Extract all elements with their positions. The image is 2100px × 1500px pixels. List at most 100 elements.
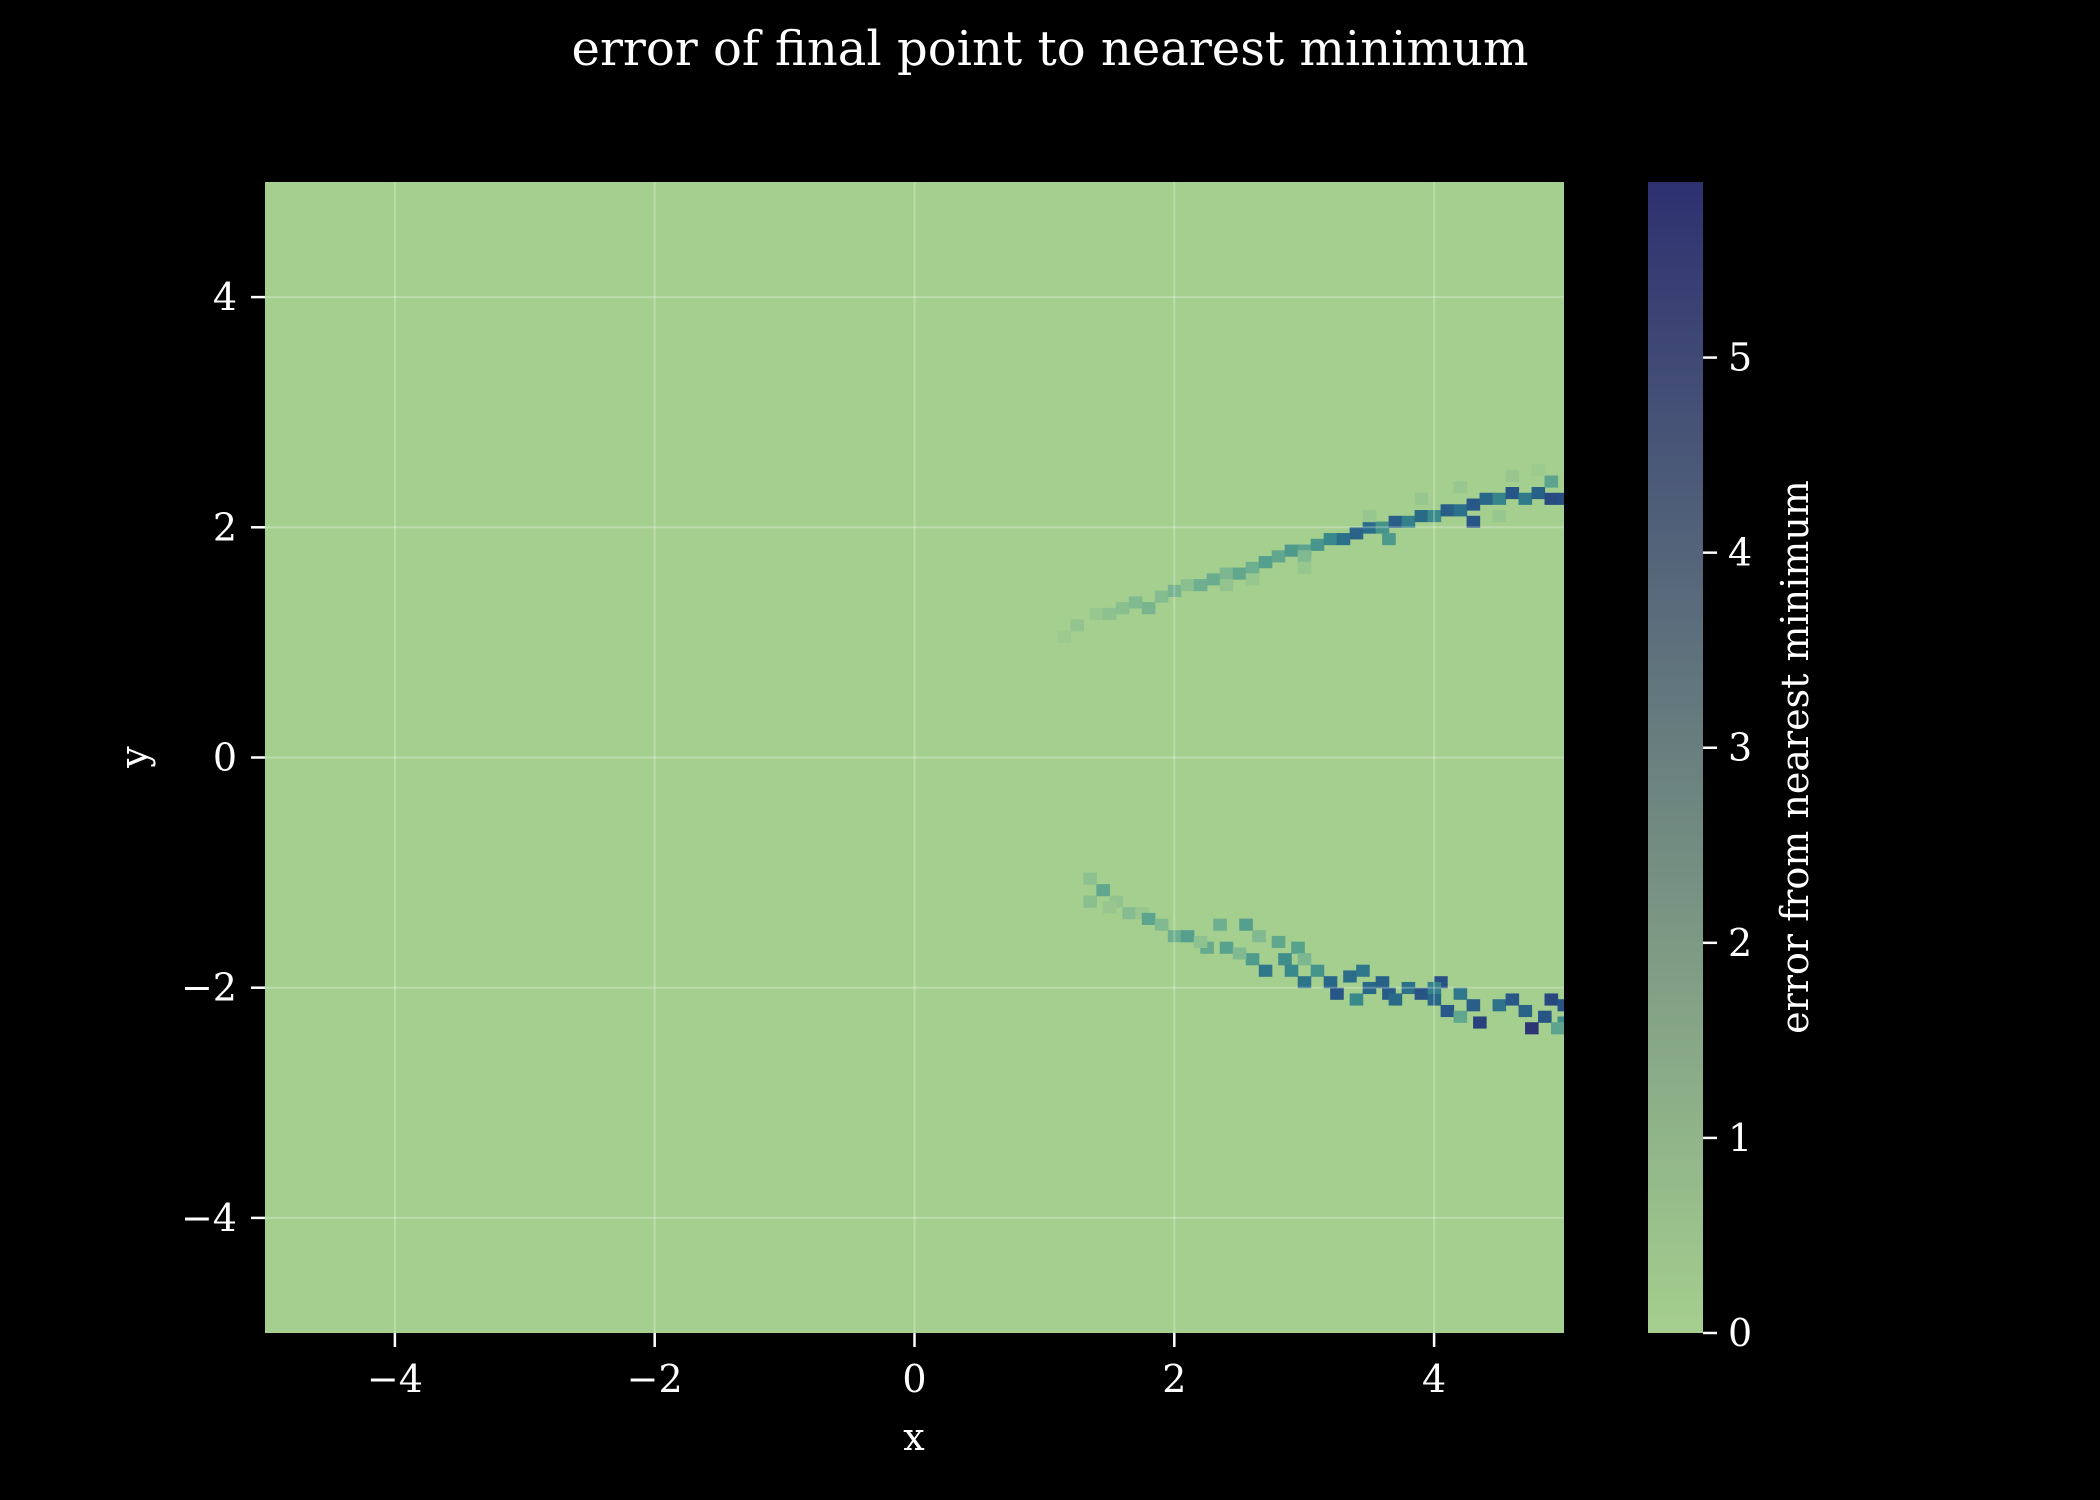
heatmap-cell (1544, 475, 1559, 488)
heatmap-cell (1219, 567, 1234, 580)
heatmap-cell (1349, 993, 1364, 1006)
heatmap-cell (1349, 527, 1364, 540)
heatmap-cell (1388, 993, 1403, 1006)
heatmap-cell (1492, 510, 1507, 523)
heatmap-cell (1232, 947, 1247, 960)
heatmap-cell (1206, 573, 1221, 586)
heatmap-cell (1297, 561, 1312, 574)
heatmap-cell (1557, 492, 1564, 505)
heatmap-cell (1258, 964, 1273, 977)
heatmap-cell (1336, 533, 1351, 546)
heatmap-cells (1057, 463, 1564, 1035)
heatmap-cell (1466, 515, 1481, 528)
heatmap-cell (1401, 981, 1416, 995)
heatmap-cell (1278, 953, 1292, 966)
heatmap-cell (1382, 533, 1396, 546)
heatmap-cell (1219, 941, 1234, 954)
colorbar: 0 1 2 3 4 5 error from nearest minimum (1648, 182, 1817, 1355)
heatmap-cell (1414, 987, 1429, 1000)
heatmap-cell (1453, 481, 1468, 494)
heatmap-cell (1518, 1004, 1533, 1018)
heatmap-cell (1057, 630, 1071, 643)
heatmap-cell (1096, 884, 1110, 897)
heatmap-cell (1122, 907, 1136, 920)
heatmap-cell (1362, 981, 1377, 995)
heatmap-cell (1414, 510, 1429, 523)
heatmap-cell (1310, 538, 1325, 551)
heatmap-cell (1297, 976, 1312, 989)
heatmap-cell (1453, 1010, 1468, 1023)
x-tick-label: 0 (902, 1357, 926, 1401)
heatmap-cell (1492, 999, 1507, 1012)
heatmap-cell (1245, 561, 1260, 574)
heatmap-cell (1505, 487, 1520, 500)
x-tick-label: 2 (1162, 1357, 1186, 1401)
plot-area (265, 182, 1564, 1333)
heatmap-cell (1544, 492, 1559, 505)
heatmap-cell (1466, 498, 1481, 511)
heatmap-cell (1414, 492, 1429, 505)
x-axis-label: x (903, 1415, 924, 1459)
heatmap-cell (1401, 515, 1416, 528)
heatmap-cell (1089, 607, 1104, 620)
heatmap-cell (1531, 487, 1546, 500)
heatmap-cell (1330, 987, 1344, 1000)
heatmap-cell (1551, 1022, 1564, 1035)
colorbar-tick-label: 3 (1728, 726, 1752, 770)
heatmap-cell (1102, 901, 1117, 914)
heatmap-cell (1362, 510, 1377, 523)
heatmap-cell (1252, 930, 1266, 943)
grid-lines (265, 182, 1564, 1333)
heatmap-cell (1258, 556, 1273, 569)
heatmap-cell (1141, 602, 1156, 615)
heatmap-cell (1473, 1016, 1487, 1029)
y-axis: −4 −2 0 2 4 (181, 275, 265, 1240)
heatmap-cell (1297, 550, 1312, 563)
y-tick-label: 2 (213, 505, 237, 549)
heatmap-cell (1115, 602, 1130, 615)
heatmap-cell (1323, 976, 1338, 989)
heatmap-cell (1245, 953, 1260, 966)
heatmap-cell (1505, 993, 1520, 1006)
heatmap-cell (1291, 941, 1305, 954)
colorbar-tick-label: 4 (1728, 531, 1752, 575)
heatmap-cell (1453, 504, 1468, 517)
heatmap-cell (1167, 584, 1182, 597)
heatmap-cell (1271, 550, 1286, 563)
heatmap-cell (1518, 492, 1533, 505)
heatmap-cell (1544, 993, 1559, 1006)
heatmap-cell (1141, 912, 1156, 925)
heatmap-cell (1232, 567, 1247, 580)
colorbar-tick-label: 1 (1728, 1116, 1752, 1160)
heatmap-cell (1538, 1010, 1552, 1023)
colorbar-tick-label: 5 (1728, 336, 1752, 380)
y-tick-label: −4 (181, 1196, 237, 1240)
y-tick-label: 0 (213, 736, 237, 780)
heatmap-background (265, 182, 1564, 1333)
colorbar-gradient (1648, 182, 1703, 1333)
colorbar-label: error from nearest minimum (1773, 480, 1817, 1034)
heatmap-cell (1453, 987, 1468, 1000)
heatmap-cell (1193, 579, 1208, 592)
heatmap-cell (1271, 935, 1286, 949)
heatmap-cell (1219, 579, 1234, 592)
heatmap-cell (1557, 999, 1564, 1012)
chart-title: error of final point to nearest minimum (572, 21, 1529, 77)
heatmap-cell (1284, 544, 1299, 557)
heatmap-cell (1531, 463, 1546, 477)
heatmap-cell (1154, 590, 1169, 603)
heatmap-cell (1525, 1022, 1539, 1035)
heatmap-cell (1297, 953, 1312, 966)
heatmap-cell (1154, 918, 1169, 931)
heatmap-cell (1310, 964, 1325, 977)
x-tick-label: −4 (367, 1357, 423, 1401)
colorbar-tick-label: 2 (1728, 921, 1752, 965)
y-tick-label: −2 (181, 966, 237, 1010)
heatmap-cell (1479, 492, 1494, 505)
heatmap-cell (1284, 964, 1299, 977)
heatmap-cell (1388, 515, 1403, 528)
heatmap-cell (1070, 619, 1084, 632)
heatmap-cell (1362, 521, 1377, 534)
heatmap-cell (1213, 918, 1227, 931)
x-axis: −4 −2 0 2 4 (367, 1333, 1446, 1401)
